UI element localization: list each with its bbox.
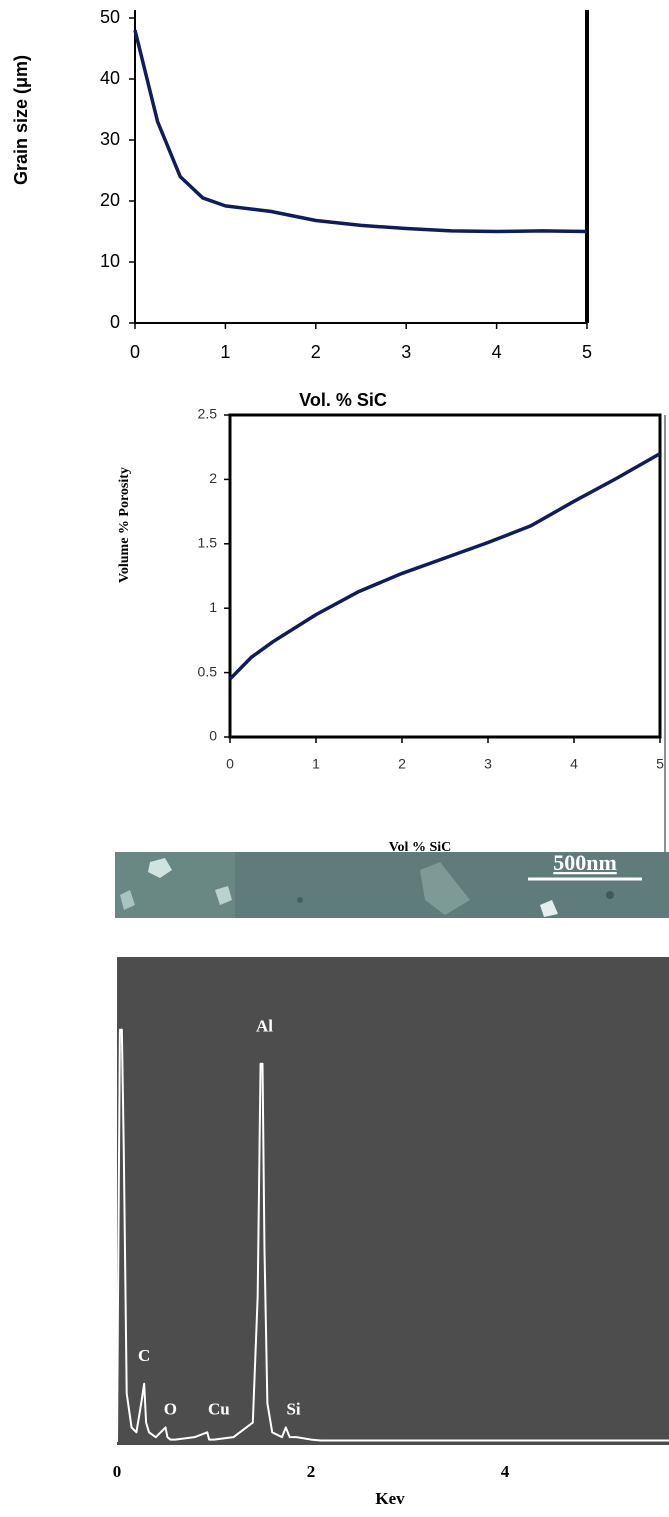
y-tick-label: 0.5 [198,663,218,679]
x-tick-label: 0 [113,1462,122,1481]
x-tick-label: 4 [492,342,502,362]
scale-label: 500nm [553,850,617,875]
sem-pore [297,897,303,903]
sem-image: 500nm [115,850,669,918]
data-line [116,1028,669,1443]
y-axis-title: Volume % Porosity [117,467,132,583]
x-tick-label: 0 [226,756,234,772]
x-tick-label: 4 [501,1462,510,1481]
x-tick-label: 2 [307,1462,316,1481]
x-tick-label: 4 [570,756,578,772]
peak-label: Al [256,1016,273,1035]
y-tick-label: 30 [100,129,120,149]
x-tick-label: 0 [130,342,140,362]
data-line [228,452,661,681]
peak-label: Cu [208,1400,230,1419]
sem-particle [540,900,558,917]
peak-label: Si [286,1400,300,1419]
x-axis-title: Vol % SiC [389,840,452,855]
y-tick-label: 0 [209,728,217,744]
x-tick-label: 2 [311,342,321,362]
spectrum-background [117,957,669,1445]
y-tick-label: 1.5 [198,535,218,551]
plot-frame [228,413,662,739]
y-axis-title: Grain size (μm) [11,55,31,185]
x-axis-title: Vol. % SiC [299,390,387,410]
data-line [133,29,588,234]
y-tick-label: 2.5 [198,406,218,422]
x-tick-label: 2 [398,756,406,772]
sem-particle [148,858,172,878]
sem-pore [606,891,614,899]
x-tick-label: 1 [312,756,320,772]
y-tick-label: 2 [209,470,217,486]
x-tick-label: 5 [582,342,592,362]
peak-label: O [164,1400,177,1419]
sem-region [420,862,470,915]
y-tick-label: 50 [100,7,120,27]
sem-region [115,852,235,918]
x-tick-label: 1 [220,342,230,362]
y-tick-label: 20 [100,190,120,210]
y-tick-label: 10 [100,251,120,271]
sem-particle [215,886,232,905]
y-tick-label: 40 [100,68,120,88]
y-tick-label: 1 [209,599,217,615]
peak-label: C [138,1346,150,1365]
x-tick-label: 3 [401,342,411,362]
y-tick-label: 0 [110,312,120,332]
x-axis-title: Kev [375,1489,405,1508]
x-tick-label: 5 [656,756,664,772]
x-tick-label: 3 [484,756,492,772]
sem-particle [120,890,135,910]
